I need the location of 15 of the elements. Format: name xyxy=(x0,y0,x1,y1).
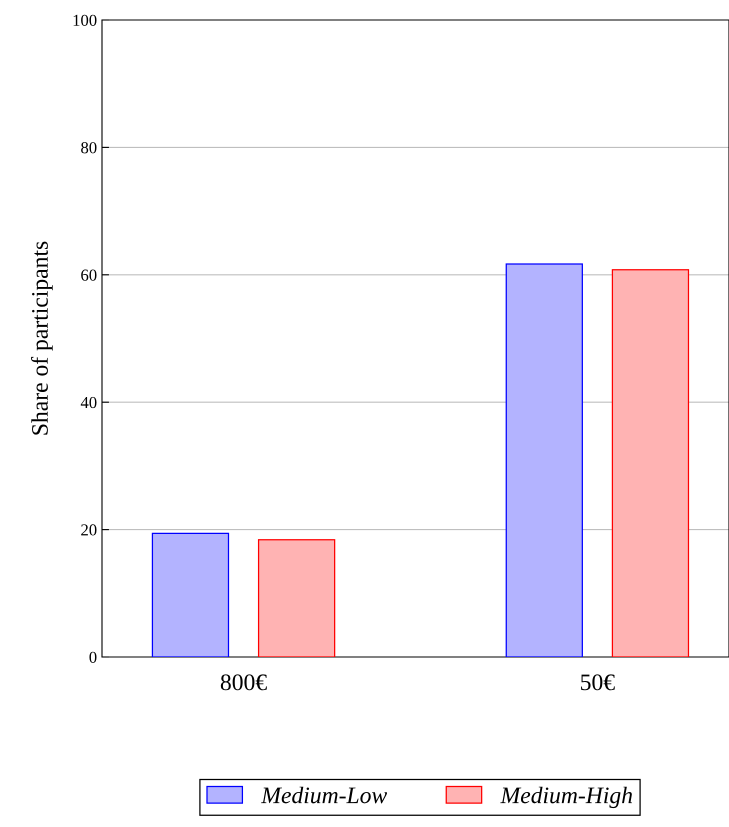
bar xyxy=(258,539,336,657)
x-tick-label: 800€ xyxy=(220,674,267,690)
legend-label: Medium-High xyxy=(500,786,632,808)
bar xyxy=(506,263,583,657)
legend-label: Medium-Low xyxy=(261,786,388,804)
y-tick-label: 80 xyxy=(81,142,97,154)
x-tick-label: 50€ xyxy=(581,674,615,690)
bar xyxy=(612,269,690,657)
y-tick-label: 100 xyxy=(74,14,97,26)
bar xyxy=(152,532,230,657)
y-tick-label: 20 xyxy=(81,524,97,536)
y-tick-label: 60 xyxy=(81,270,97,281)
y-tick-label: 40 xyxy=(80,396,97,408)
y-axis-title: Share of participants xyxy=(31,242,53,435)
y-tick-label: 0 xyxy=(89,652,97,663)
